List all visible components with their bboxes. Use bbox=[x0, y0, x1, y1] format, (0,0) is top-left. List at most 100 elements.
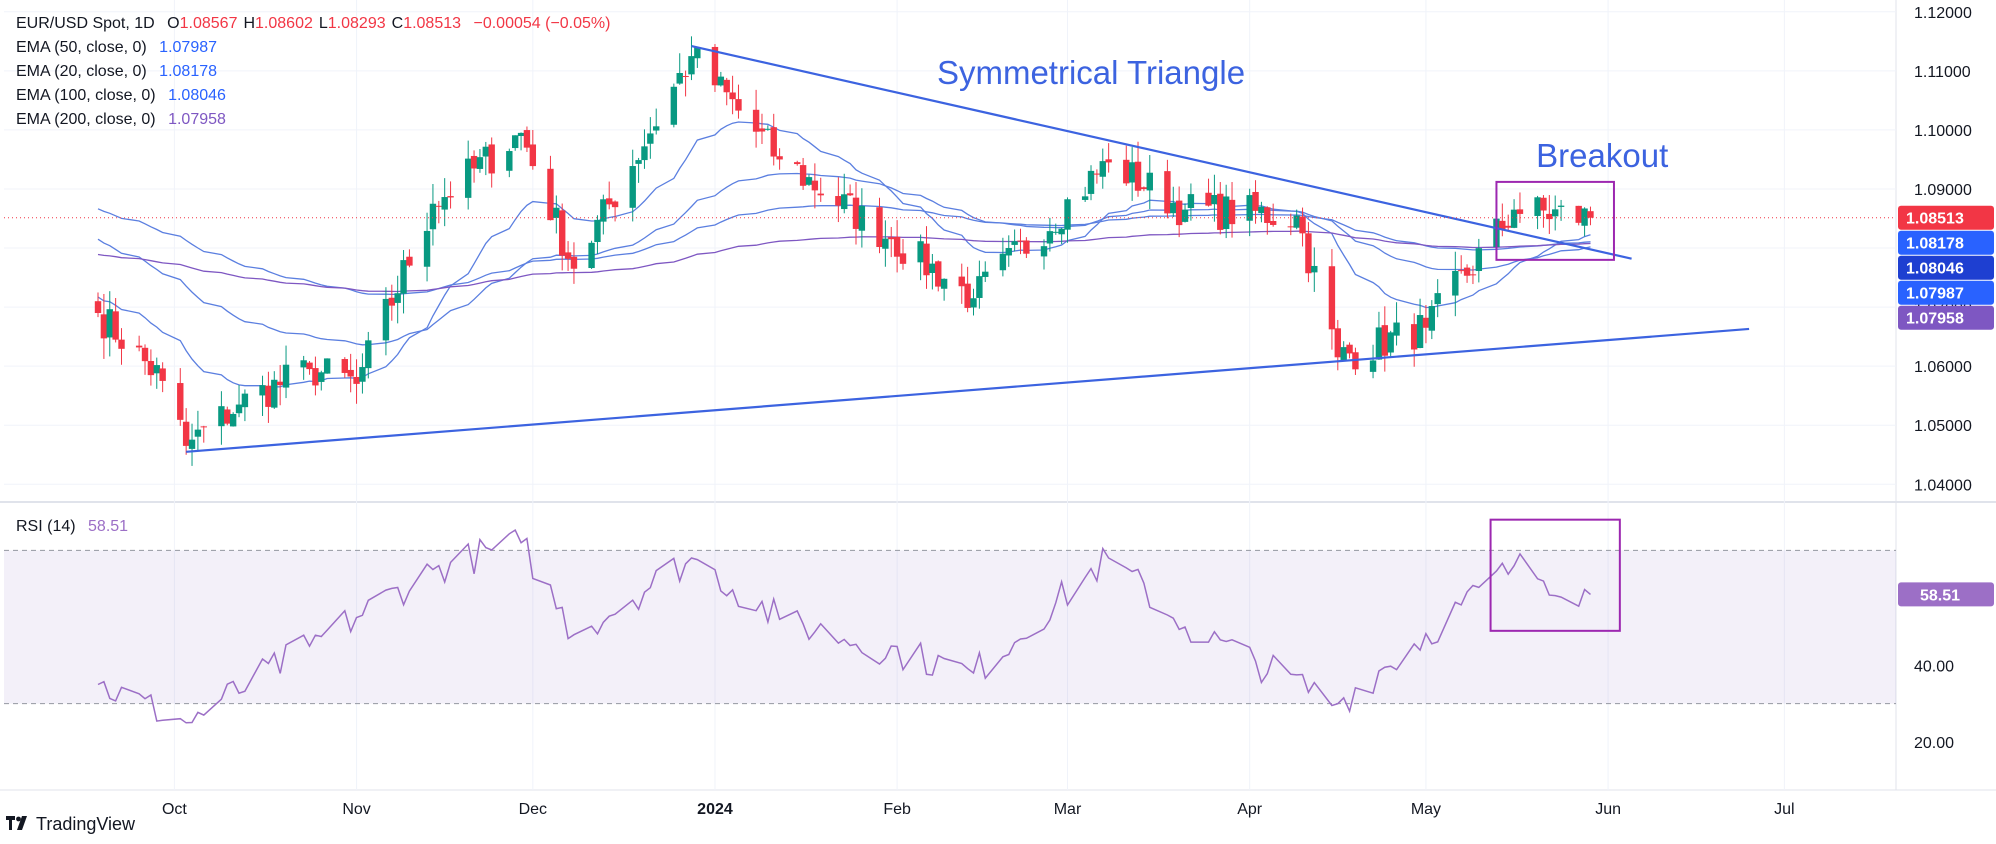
candle-body[interactable] bbox=[511, 135, 519, 149]
candle-body[interactable] bbox=[100, 314, 108, 339]
candle-body[interactable] bbox=[259, 385, 266, 396]
candle-body[interactable] bbox=[676, 72, 683, 84]
breakout-label[interactable]: Breakout bbox=[1536, 137, 1668, 174]
candle-body[interactable] bbox=[1181, 209, 1189, 222]
candle-body[interactable] bbox=[506, 151, 513, 171]
candle-body[interactable] bbox=[1017, 240, 1024, 242]
candle-body[interactable] bbox=[141, 347, 149, 362]
candle-body[interactable] bbox=[312, 368, 319, 386]
candle-body[interactable] bbox=[276, 381, 284, 386]
candle-body[interactable] bbox=[758, 128, 766, 132]
candle-body[interactable] bbox=[776, 156, 783, 160]
candle-body[interactable] bbox=[218, 406, 225, 427]
candle-body[interactable] bbox=[764, 128, 772, 130]
candle-body[interactable] bbox=[1534, 197, 1541, 216]
ema-200-line[interactable] bbox=[97, 230, 1591, 293]
candle-body[interactable] bbox=[488, 144, 495, 174]
candle-body[interactable] bbox=[641, 146, 648, 161]
candle-body[interactable] bbox=[1287, 226, 1294, 228]
candle-body[interactable] bbox=[1258, 206, 1265, 214]
symmetrical-triangle-label[interactable]: Symmetrical Triangle bbox=[937, 54, 1245, 91]
ema-20-line[interactable] bbox=[97, 121, 1591, 389]
candle-body[interactable] bbox=[964, 283, 971, 308]
candle-body[interactable] bbox=[447, 196, 454, 198]
candle-body[interactable] bbox=[858, 205, 866, 231]
candle-body[interactable] bbox=[682, 75, 689, 77]
candle-body[interactable] bbox=[999, 253, 1007, 271]
candle-body[interactable] bbox=[94, 301, 102, 314]
candle-body[interactable] bbox=[805, 177, 813, 185]
candle-body[interactable] bbox=[1387, 332, 1394, 353]
candle-body[interactable] bbox=[1081, 196, 1089, 200]
candle-body[interactable] bbox=[670, 86, 678, 125]
candle-body[interactable] bbox=[835, 196, 842, 206]
candle-body[interactable] bbox=[723, 79, 730, 93]
candle-body[interactable] bbox=[523, 130, 531, 148]
candle-body[interactable] bbox=[1340, 347, 1347, 361]
breakout-box[interactable] bbox=[1495, 180, 1615, 261]
lower-trendline[interactable] bbox=[186, 327, 1750, 453]
candle-body[interactable] bbox=[323, 358, 331, 374]
candle-body[interactable] bbox=[888, 237, 895, 240]
ema-200-legend[interactable]: EMA (200, close, 0) 1.07958 bbox=[16, 110, 226, 130]
candle-body[interactable] bbox=[300, 360, 307, 368]
candle-body[interactable] bbox=[694, 47, 701, 59]
candle-body[interactable] bbox=[688, 56, 695, 75]
candle-body[interactable] bbox=[1170, 202, 1177, 214]
candle-body[interactable] bbox=[224, 409, 231, 424]
candle-body[interactable] bbox=[1328, 266, 1336, 330]
candle-body[interactable] bbox=[635, 160, 642, 164]
candle-body[interactable] bbox=[1269, 220, 1277, 225]
candle-body[interactable] bbox=[1105, 159, 1112, 163]
candle-body[interactable] bbox=[770, 127, 777, 157]
candle-body[interactable] bbox=[611, 201, 619, 208]
candle-body[interactable] bbox=[182, 421, 190, 446]
candle-body[interactable] bbox=[517, 132, 525, 137]
candle-body[interactable] bbox=[194, 429, 202, 437]
candle-body[interactable] bbox=[811, 180, 819, 191]
candle-body[interactable] bbox=[106, 309, 113, 338]
candle-body[interactable] bbox=[159, 368, 166, 381]
candle-body[interactable] bbox=[265, 385, 272, 407]
candle-body[interactable] bbox=[1369, 360, 1377, 372]
candle-body[interactable] bbox=[794, 162, 801, 165]
candle-body[interactable] bbox=[852, 197, 860, 229]
candle-body[interactable] bbox=[1222, 196, 1230, 229]
candle-body[interactable] bbox=[359, 367, 366, 382]
candle-body[interactable] bbox=[799, 165, 807, 186]
candle-body[interactable] bbox=[1087, 170, 1095, 194]
candle-body[interactable] bbox=[1011, 241, 1018, 245]
candle-body[interactable] bbox=[1005, 248, 1012, 256]
candle-body[interactable] bbox=[1552, 209, 1559, 217]
candle-body[interactable] bbox=[1228, 199, 1236, 225]
candle-body[interactable] bbox=[347, 369, 354, 377]
candle-body[interactable] bbox=[271, 379, 278, 408]
candle-body[interactable] bbox=[647, 133, 654, 144]
candle-body[interactable] bbox=[1334, 328, 1342, 358]
candle-body[interactable] bbox=[629, 166, 636, 208]
candle-body[interactable] bbox=[1164, 171, 1171, 214]
candle-body[interactable] bbox=[940, 278, 948, 289]
candle-body[interactable] bbox=[1023, 240, 1030, 254]
candle-body[interactable] bbox=[482, 146, 490, 157]
candle-body[interactable] bbox=[717, 76, 725, 86]
candle-body[interactable] bbox=[1452, 270, 1459, 296]
ema-100-legend[interactable]: EMA (100, close, 0) 1.08046 bbox=[16, 86, 226, 106]
candle-body[interactable] bbox=[970, 298, 977, 308]
candle-body[interactable] bbox=[1140, 187, 1148, 190]
candle-body[interactable] bbox=[470, 155, 478, 169]
candle-body[interactable] bbox=[188, 439, 196, 449]
candle-body[interactable] bbox=[306, 362, 313, 370]
candle-body[interactable] bbox=[318, 372, 325, 382]
candle-body[interactable] bbox=[241, 393, 249, 408]
candle-body[interactable] bbox=[588, 242, 595, 269]
candle-body[interactable] bbox=[1123, 159, 1130, 184]
candle-body[interactable] bbox=[441, 197, 448, 210]
candle-body[interactable] bbox=[529, 144, 537, 167]
candle-body[interactable] bbox=[1175, 200, 1183, 226]
candle-body[interactable] bbox=[570, 256, 578, 269]
candle-body[interactable] bbox=[229, 413, 237, 427]
candle-body[interactable] bbox=[1146, 172, 1153, 191]
candle-body[interactable] bbox=[1557, 205, 1565, 207]
